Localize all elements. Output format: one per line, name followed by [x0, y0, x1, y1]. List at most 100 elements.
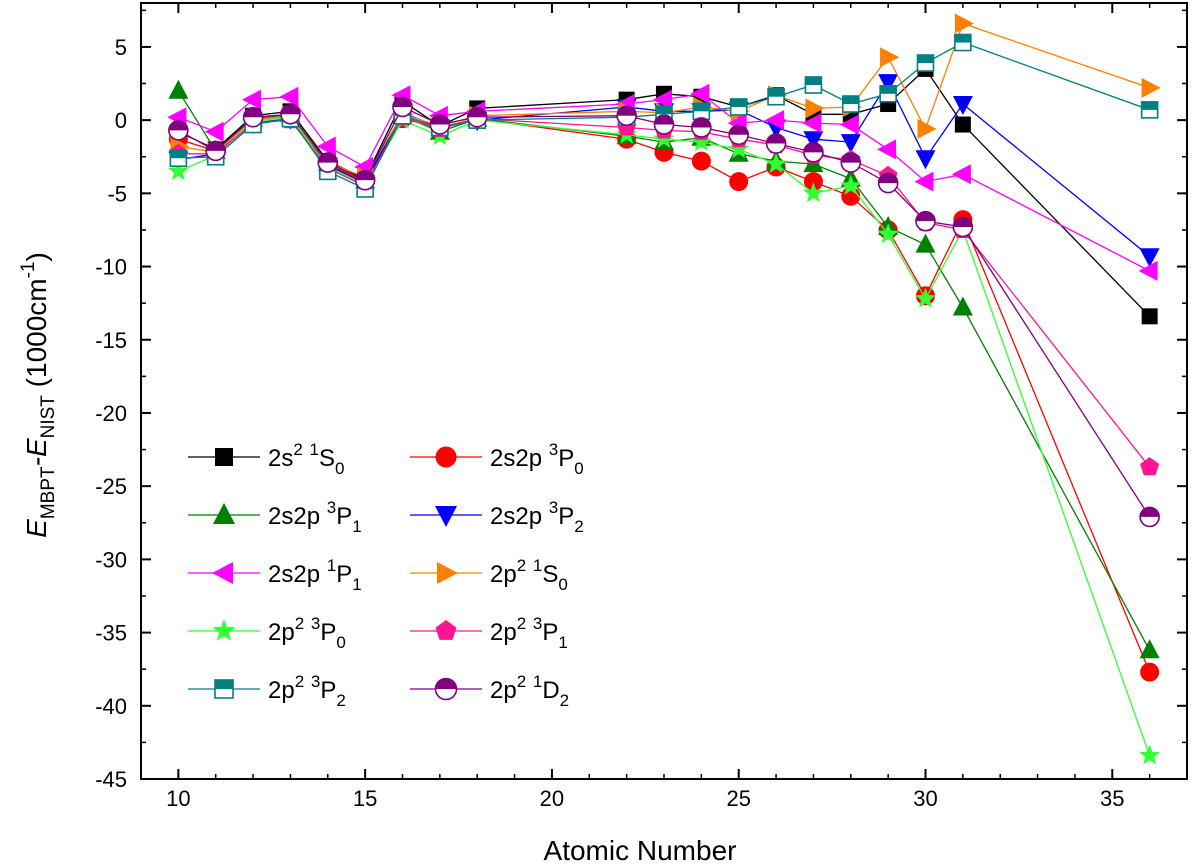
series-7 — [168, 107, 1160, 476]
legend-label: 2s2p 3P0 — [490, 440, 584, 478]
legend-marker — [435, 446, 457, 468]
legend-label-part: 2 — [517, 614, 526, 633]
marker-fill — [693, 103, 710, 112]
marker-fill — [435, 678, 457, 689]
data-point — [1139, 639, 1160, 659]
marker-fill — [656, 106, 672, 115]
y-axis-e: E — [21, 519, 52, 538]
legend-label-part: 2s2p — [268, 503, 327, 530]
data-point — [729, 172, 749, 192]
data-point — [877, 172, 899, 194]
legend-item: 2s2 1S0 — [188, 440, 344, 478]
marker-fill — [430, 115, 450, 125]
legend-item: 2p2 3P1 — [410, 614, 568, 652]
legend-label-part: P — [336, 561, 352, 588]
legend-label-part: 1 — [533, 672, 542, 691]
marker-fill — [691, 117, 711, 128]
y-tick-label: -25 — [95, 474, 127, 499]
legend-label-part: 2 — [336, 691, 345, 710]
data-point — [653, 114, 675, 135]
data-point — [392, 96, 413, 118]
marker-fill — [766, 134, 786, 144]
legend-label-part: 3 — [327, 498, 336, 517]
y-axis-sub-mbpt: MBPT — [38, 466, 59, 519]
data-point — [692, 102, 711, 121]
legend-marker — [212, 619, 236, 641]
x-tick-label: 35 — [1100, 786, 1124, 811]
legend-label-part: 1 — [558, 633, 567, 652]
data-point — [879, 84, 897, 103]
y-tick-label: -5 — [107, 181, 127, 206]
data-point — [1138, 260, 1158, 281]
legend-label: 2p2 3P0 — [268, 614, 346, 652]
data-point — [690, 83, 710, 104]
legend-label-part: 1 — [352, 517, 361, 536]
data-point — [728, 138, 750, 159]
data-point — [242, 89, 262, 110]
data-point — [951, 164, 971, 185]
legend-label-part: 0 — [335, 459, 344, 478]
marker-fill — [393, 97, 412, 107]
y-tick-label: -45 — [95, 767, 127, 792]
data-point — [840, 152, 862, 173]
legend-item: 2p2 3P0 — [188, 614, 346, 652]
marker-fill — [206, 141, 226, 151]
legend-label: 2s2p 1P1 — [268, 556, 362, 594]
marker-fill — [1141, 101, 1158, 110]
y-tick-label: -30 — [95, 547, 127, 572]
x-tick-label: 30 — [913, 786, 937, 811]
data-point — [204, 121, 224, 142]
legend-marker — [212, 562, 233, 584]
data-point — [168, 120, 189, 141]
legend-label-part: 0 — [558, 575, 567, 594]
data-point — [802, 113, 822, 134]
legend-label: 2p2 3P2 — [268, 672, 346, 710]
data-point — [954, 13, 974, 34]
legend-label-part: 2s2p — [268, 561, 327, 588]
legend-label-part: 1 — [533, 556, 542, 575]
legend-label-part: 3 — [311, 672, 320, 691]
legend-label-part: P — [558, 503, 574, 530]
legend-label-part: 0 — [336, 633, 345, 652]
legend-label-part: 3 — [549, 498, 558, 517]
data-point — [767, 87, 785, 106]
data-point — [316, 136, 336, 157]
y-axis-sub-nist: NIST — [38, 395, 59, 439]
data-point — [653, 89, 672, 110]
data-point — [803, 142, 824, 163]
marker-fill — [878, 173, 898, 184]
legend-label-part: P — [320, 619, 336, 646]
legend-label: 2s2p 3P1 — [268, 498, 362, 536]
data-point — [168, 79, 189, 99]
data-point — [1140, 101, 1159, 119]
marker-fill — [805, 76, 822, 85]
data-point — [242, 106, 264, 128]
y-axis-unit: (1000cm — [21, 278, 52, 395]
data-point — [878, 74, 899, 94]
marker-fill — [215, 680, 233, 689]
series-line — [178, 116, 1151, 756]
marker-fill — [243, 107, 263, 118]
data-point — [917, 118, 937, 139]
legend-label-part: S — [319, 445, 335, 472]
legend-item: 2p2 1S0 — [410, 556, 568, 594]
x-tick-label: 15 — [353, 786, 377, 811]
legend-label-part: 2 — [574, 517, 583, 536]
legend-label: 2p2 1D2 — [490, 672, 569, 710]
data-point — [765, 133, 787, 154]
series-layer — [167, 13, 1161, 765]
legend-marker — [213, 503, 235, 524]
data-point — [279, 86, 299, 107]
legend-label-part: 2 — [560, 691, 569, 710]
data-point — [840, 134, 861, 154]
x-axis-title: Atomic Number — [544, 835, 737, 866]
data-point — [728, 124, 750, 146]
legend-label-part: 2p — [490, 619, 517, 646]
y-tick-label: -10 — [95, 255, 127, 280]
data-point — [877, 139, 897, 160]
marker-fill — [953, 217, 973, 228]
legend-label: 2p2 1S0 — [490, 556, 568, 594]
legend-label-part: 2 — [517, 556, 526, 575]
